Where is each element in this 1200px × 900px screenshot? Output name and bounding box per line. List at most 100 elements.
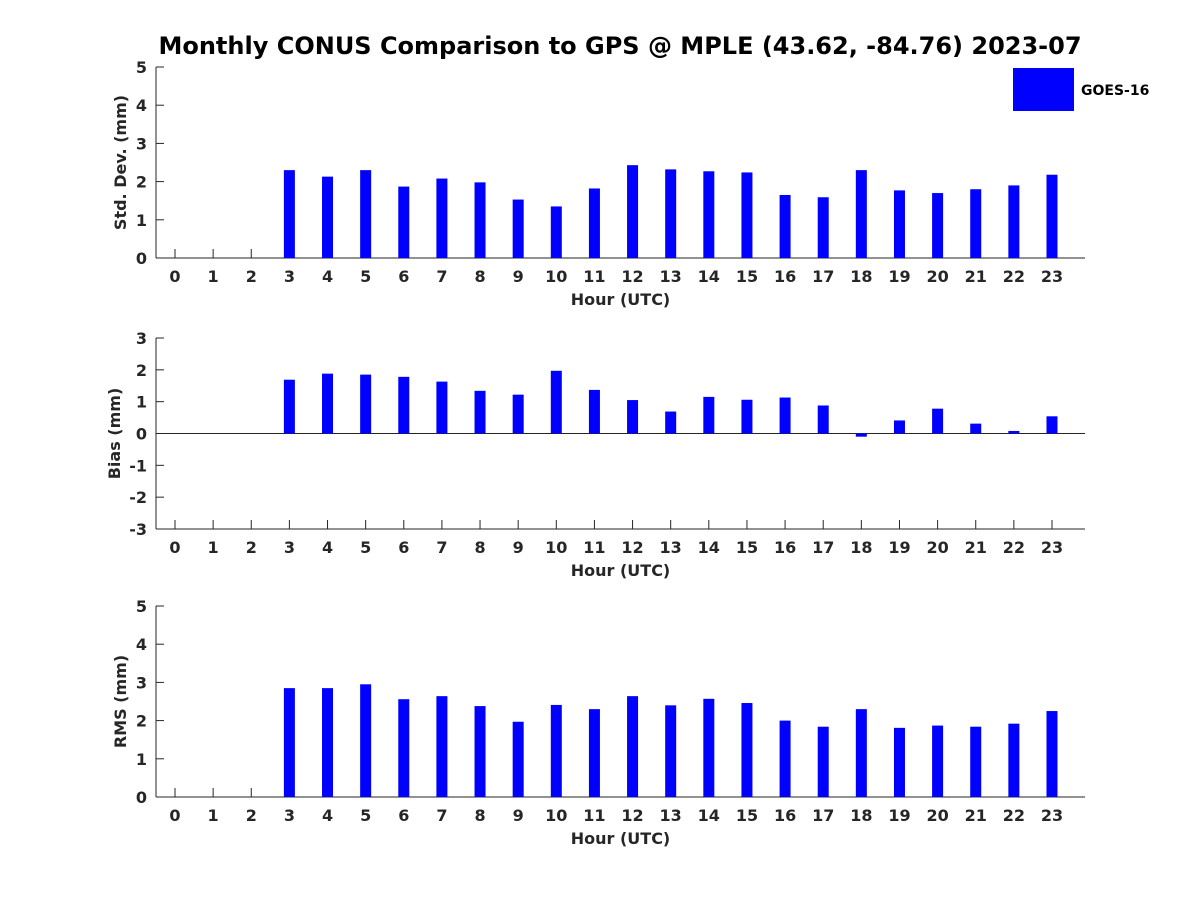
bar xyxy=(550,370,562,434)
bar xyxy=(627,165,639,258)
x-tick-label: 17 xyxy=(812,267,834,286)
bar xyxy=(550,206,562,258)
x-tick-label: 11 xyxy=(583,538,605,557)
x-tick-label: 22 xyxy=(1003,806,1025,825)
x-tick-label: 22 xyxy=(1003,267,1025,286)
bar xyxy=(779,397,791,434)
x-tick-label: 10 xyxy=(545,538,567,557)
bar xyxy=(512,199,524,258)
bar xyxy=(779,720,791,797)
bar xyxy=(436,696,448,797)
bar xyxy=(741,703,753,797)
y-tick-label: 3 xyxy=(136,673,147,692)
y-axis-label: Std. Dev. (mm) xyxy=(111,95,130,230)
y-tick-label: 1 xyxy=(136,393,147,412)
bar xyxy=(436,381,448,434)
x-tick-label: 0 xyxy=(169,806,180,825)
y-tick-label: -2 xyxy=(129,488,147,507)
y-tick-label: 1 xyxy=(136,211,147,230)
bar xyxy=(283,688,295,797)
bar xyxy=(550,704,562,797)
y-tick-label: 2 xyxy=(136,361,147,380)
y-tick-label: -1 xyxy=(129,456,147,475)
x-tick-label: 19 xyxy=(888,806,910,825)
x-tick-label: 11 xyxy=(583,267,605,286)
x-tick-label: 15 xyxy=(736,538,758,557)
bar xyxy=(932,193,944,258)
chart-title: Monthly CONUS Comparison to GPS @ MPLE (… xyxy=(158,32,1081,60)
x-tick-label: 7 xyxy=(436,806,447,825)
bar xyxy=(1008,723,1020,797)
bar xyxy=(512,721,524,797)
x-tick-label: 8 xyxy=(474,538,485,557)
bar xyxy=(283,379,295,434)
bar xyxy=(627,696,639,797)
y-tick-label: 5 xyxy=(136,597,147,616)
bar xyxy=(970,189,982,258)
x-tick-label: 23 xyxy=(1041,267,1063,286)
bar xyxy=(474,390,486,434)
legend-swatch xyxy=(1013,68,1074,111)
x-tick-label: 16 xyxy=(774,538,796,557)
x-tick-label: 23 xyxy=(1041,806,1063,825)
y-tick-label: 2 xyxy=(136,712,147,731)
x-tick-label: 6 xyxy=(398,267,409,286)
bar xyxy=(360,170,372,258)
x-tick-label: 20 xyxy=(926,267,948,286)
x-tick-label: 16 xyxy=(774,806,796,825)
x-tick-label: 18 xyxy=(850,806,872,825)
bar xyxy=(627,400,639,434)
bar xyxy=(283,170,295,258)
x-tick-label: 3 xyxy=(284,267,295,286)
x-tick-label: 16 xyxy=(774,267,796,286)
x-tick-label: 18 xyxy=(850,538,872,557)
bar xyxy=(1046,174,1058,258)
x-tick-label: 8 xyxy=(474,806,485,825)
y-tick-label: 3 xyxy=(136,329,147,348)
bar xyxy=(322,688,334,797)
y-axis-label: Bias (mm) xyxy=(105,388,124,480)
legend-label: GOES-16 xyxy=(1081,83,1149,99)
bar xyxy=(398,376,410,434)
x-tick-label: 0 xyxy=(169,267,180,286)
x-tick-label: 15 xyxy=(736,267,758,286)
bar xyxy=(703,171,715,258)
bar xyxy=(322,176,334,258)
bar xyxy=(1008,185,1020,258)
x-tick-label: 13 xyxy=(660,267,682,286)
y-tick-label: -3 xyxy=(129,520,147,539)
x-tick-label: 6 xyxy=(398,806,409,825)
x-tick-label: 2 xyxy=(246,806,257,825)
x-tick-label: 0 xyxy=(169,538,180,557)
bar xyxy=(588,709,600,797)
bar xyxy=(932,725,944,797)
bar xyxy=(474,706,486,797)
y-tick-label: 1 xyxy=(136,750,147,769)
x-tick-label: 17 xyxy=(812,538,834,557)
x-tick-label: 20 xyxy=(926,806,948,825)
x-tick-label: 14 xyxy=(698,538,720,557)
x-tick-label: 4 xyxy=(322,806,333,825)
bar xyxy=(588,188,600,258)
y-tick-label: 3 xyxy=(136,134,147,153)
x-tick-label: 19 xyxy=(888,267,910,286)
x-tick-label: 22 xyxy=(1003,538,1025,557)
x-tick-label: 10 xyxy=(545,806,567,825)
x-tick-label: 11 xyxy=(583,806,605,825)
x-axis-label: Hour (UTC) xyxy=(571,290,671,309)
x-tick-label: 21 xyxy=(965,267,987,286)
x-tick-label: 10 xyxy=(545,267,567,286)
x-tick-label: 23 xyxy=(1041,538,1063,557)
bar xyxy=(703,396,715,434)
x-tick-label: 6 xyxy=(398,538,409,557)
bar xyxy=(893,420,905,434)
x-tick-label: 21 xyxy=(965,538,987,557)
x-tick-label: 12 xyxy=(621,806,643,825)
x-tick-label: 9 xyxy=(513,538,524,557)
bar xyxy=(703,698,715,797)
x-tick-label: 20 xyxy=(926,538,948,557)
x-tick-label: 8 xyxy=(474,267,485,286)
